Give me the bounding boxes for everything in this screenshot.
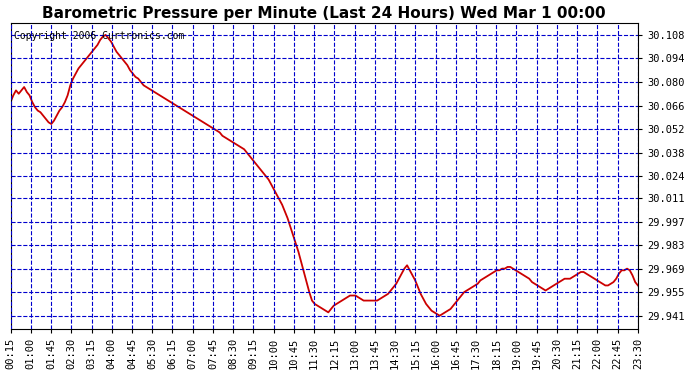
Text: Copyright 2006 Curtronics.com: Copyright 2006 Curtronics.com: [14, 31, 184, 41]
Title: Barometric Pressure per Minute (Last 24 Hours) Wed Mar 1 00:00: Barometric Pressure per Minute (Last 24 …: [42, 6, 606, 21]
